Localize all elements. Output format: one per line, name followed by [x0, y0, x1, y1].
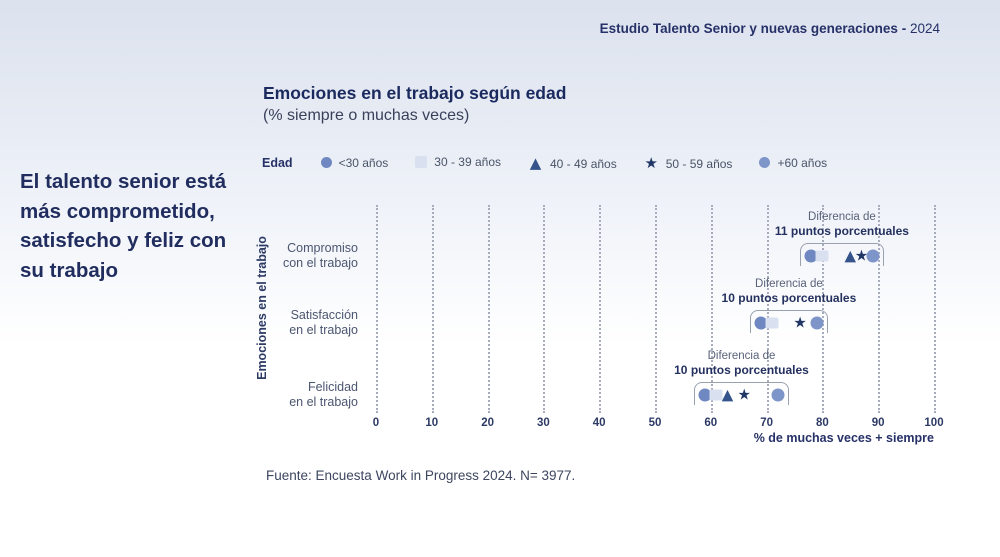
legend-item: ★ 50 - 59 años [644, 154, 733, 172]
difference-annotation: Diferencia de 10 puntos porcentuales [721, 278, 857, 305]
star-marker: ★ [854, 246, 869, 265]
circle-marker [754, 316, 768, 330]
gridline [431, 205, 434, 413]
source-note: Fuente: Encuesta Work in Progress 2024. … [266, 468, 576, 483]
report-title: Estudio Talento Senior y nuevas generaci… [600, 21, 940, 36]
star-marker: ★ [793, 313, 807, 332]
gridline [487, 205, 490, 413]
x-tick-label: 70 [760, 417, 773, 429]
gridline [766, 205, 769, 413]
difference-bracket [800, 243, 884, 266]
square-marker [415, 156, 428, 168]
headline: El talento senior está más comprometido,… [20, 170, 227, 282]
legend-item: +60 años [759, 156, 827, 170]
circle-marker [759, 157, 771, 168]
legend-item-label: +60 años [777, 155, 828, 170]
star-marker: ★ [644, 154, 658, 172]
circle-marker [320, 157, 332, 168]
report-title-bold: Estudio Talento Senior y nuevas generaci… [599, 21, 910, 36]
legend-item-label: 40 - 49 años [550, 156, 617, 171]
x-tick-label: 80 [815, 417, 829, 429]
x-tick-label: 40 [592, 417, 606, 429]
circle-marker [810, 316, 824, 330]
square-marker [815, 250, 829, 262]
category-label: Compromiso con el trabajo [282, 241, 358, 270]
gridline [710, 205, 713, 413]
difference-annotation: Diferencia de 10 puntos porcentuales [674, 350, 809, 377]
x-axis-label: % de muchas veces + siempre [753, 431, 934, 445]
x-tick-label: 0 [372, 417, 380, 429]
legend-item: ▲ 40 - 49 años [528, 154, 617, 172]
triangle-marker: ▲ [844, 246, 857, 265]
x-tick-label: 90 [871, 417, 885, 429]
difference-bracket [694, 382, 789, 405]
triangle-marker: ▲ [529, 154, 542, 172]
circle-marker [771, 388, 785, 402]
chart-subtitle: (% siempre o muchas veces) [263, 107, 470, 124]
category-label: Felicidad en el trabajo [289, 380, 358, 409]
triangle-marker: ▲ [721, 385, 734, 404]
gridline [376, 205, 378, 413]
gridline [822, 205, 825, 413]
gridline [655, 205, 657, 413]
legend-item: <30 años [320, 155, 389, 170]
gridline [599, 205, 602, 413]
plot-area: 0 10 20 30 40 50 60 70 80 90 100 Diferencia de 11 pu… [373, 205, 944, 429]
x-tick-label: 20 [481, 417, 494, 429]
legend-title: Edad [262, 156, 293, 170]
x-tick-label: 100 [924, 417, 944, 429]
square-marker [765, 317, 779, 329]
chart-title: Emociones en el trabajo según edad [263, 83, 567, 103]
report-title-year: 2024 [909, 21, 940, 36]
circle-marker [804, 249, 818, 263]
square-marker [709, 389, 723, 401]
difference-bracket [750, 310, 828, 333]
legend-item-label: 50 - 59 años [665, 156, 733, 171]
circle-marker [698, 388, 712, 402]
x-tick-label: 50 [648, 417, 662, 429]
gridline [878, 205, 881, 413]
gridline [934, 205, 936, 413]
category-label: Satisfacción en el trabajo [289, 308, 358, 337]
gridline [543, 205, 546, 413]
legend-item-label: <30 años [338, 155, 389, 170]
x-tick-label: 10 [425, 417, 439, 429]
circle-marker [866, 249, 880, 263]
legend: Edad <30 años 30 - 39 años ▲ 40 - 49 años ★ 5… [262, 155, 854, 171]
legend-item-label: 30 - 39 años [434, 155, 501, 169]
x-tick-label: 30 [536, 417, 550, 429]
star-marker: ★ [737, 385, 751, 404]
legend-item: 30 - 39 años [415, 155, 501, 169]
legend-items: <30 años 30 - 39 años ▲ 40 - 49 años ★ 50 - 5… [320, 154, 855, 172]
difference-annotation: Diferencia de 11 puntos porcentuales [774, 211, 909, 238]
x-tick-label: 60 [704, 417, 718, 429]
